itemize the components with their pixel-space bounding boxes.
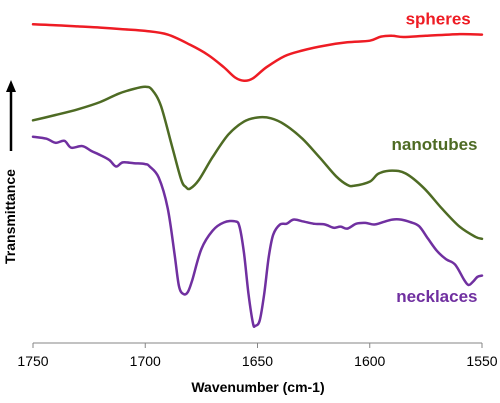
x-tick-label: 1700 (130, 353, 161, 369)
x-tick-label: 1600 (354, 353, 385, 369)
y-axis-title-group: Transmittance (2, 80, 18, 264)
x-tick-label: 1550 (466, 353, 497, 369)
series-label-necklaces: necklaces (396, 287, 477, 306)
series-line-necklaces (31, 135, 484, 329)
series-group: spheres nanotubes necklaces (31, 9, 484, 329)
y-axis-arrow-head (6, 80, 16, 92)
series-line-nanotubes (31, 85, 484, 241)
series-line-spheres (31, 23, 484, 82)
x-tick-label: 1750 (17, 353, 48, 369)
x-axis: 1750 1700 1650 1600 1550 (17, 342, 498, 369)
x-tick-label: 1650 (242, 353, 273, 369)
series-label-spheres: spheres (406, 9, 471, 28)
x-axis-title: Wavenumber (cm-1) (191, 379, 324, 395)
series-label-nanotubes: nanotubes (392, 135, 478, 154)
y-axis-title: Transmittance (2, 169, 18, 264)
